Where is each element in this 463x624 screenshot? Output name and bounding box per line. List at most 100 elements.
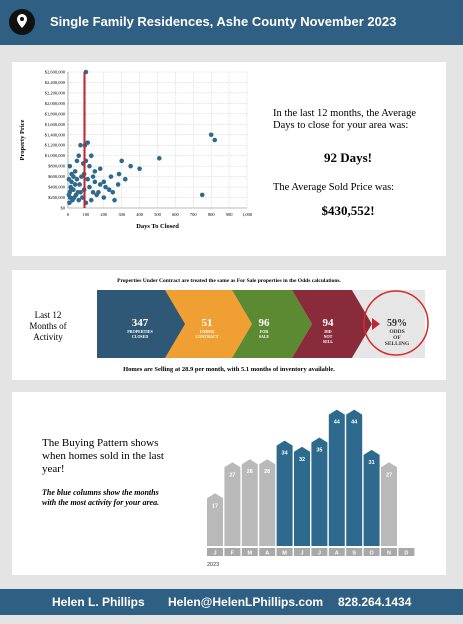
month-box [363,548,380,556]
x-tick-label: F [231,551,235,557]
point [92,179,98,185]
point [115,182,121,187]
value-label: 44 [334,420,341,426]
days: 92 Days! [323,150,373,165]
point [128,163,133,169]
bar [241,459,258,546]
point [116,171,122,177]
step-label: ODDS OF SELLING [385,329,410,347]
y-tick-label: $2,000,000 [45,101,66,107]
activity-note: Properties Under Contract are treated th… [117,278,341,284]
step-label: FOR SALE [259,329,270,339]
point [85,176,90,182]
point [208,132,214,138]
point [110,190,116,195]
bar [259,459,276,546]
step-label: PROPERTIES CLOSED [127,329,153,339]
point [74,158,80,164]
footer-name: Helen L. Phillips [52,595,145,609]
bar [294,446,310,546]
x-tick-label: 600 [172,212,180,217]
point [119,158,124,164]
bar [276,440,293,546]
y-tick-label: $0 [61,206,66,211]
price-intro: The Average Sold Price was: [273,182,395,193]
month-box [259,548,276,556]
y-tick-label: $2,200,000 [45,90,66,96]
point [112,197,117,203]
value-label: 35 [316,448,322,454]
point [90,190,96,195]
bar [381,462,397,546]
pattern-note: The blue columns show the months with th… [42,488,160,507]
x-tick-label: 1,000 [242,212,253,218]
pattern-text: The Buying Pattern shows when homes sold… [42,437,164,475]
y-tick-label: $1,200,000 [45,143,66,149]
activity-footer: Homes are Selling at 28.9 per month, wit… [123,366,335,373]
bar [207,493,223,546]
value-label: 44 [351,420,358,426]
point [67,195,73,200]
bar [346,409,363,546]
point [87,163,92,169]
point [69,171,74,177]
step-value: 59% [387,318,407,329]
y-tick-label: $1,400,000 [45,132,66,138]
point [87,184,92,190]
y-tick-label: $600,000 [48,174,66,180]
step-label: DID NOT SELL [323,329,334,344]
bar [311,437,328,546]
month-box [241,548,258,556]
point [88,153,94,158]
year-label: 2023 [207,562,219,568]
price: $430,552! [321,203,375,218]
point [77,182,82,187]
activity-label: Last 12 Months of Activity [29,310,67,342]
y-tick-label: $200,000 [48,195,66,201]
point [199,192,205,198]
point [78,142,83,148]
month-box [207,548,223,556]
y-tick-label: $2,400,000 [45,80,66,86]
bar [328,409,345,546]
x-tick-label: J [300,551,303,557]
x-tick-label: A [265,551,269,557]
value-label: 27 [386,472,392,478]
value-label: 31 [369,460,375,466]
month-box [398,548,415,556]
point [72,182,78,187]
x-tick-label: 500 [154,212,162,217]
x-tick-label: M [282,551,287,557]
value-label: 27 [229,472,235,478]
point [212,137,218,143]
y-tick-label: $1,600,000 [45,122,66,128]
point [97,166,103,172]
month-box [294,548,310,556]
point [101,195,107,200]
month-box [311,548,328,556]
point [88,197,94,203]
x-tick-label: J [318,551,321,557]
x-tick-label: 100 [83,212,91,217]
x-tick-label: 0 [67,212,70,217]
value-label: 17 [212,503,218,509]
y-tick-label: $1,000,000 [45,153,66,159]
x-tick-label: S [352,551,356,557]
step-value: 96 [259,317,271,329]
x-tick-label: 200 [100,212,108,217]
point [71,187,76,192]
point [92,169,98,174]
point [66,176,72,182]
footer-phone: 828.264.1434 [338,595,412,609]
step-label: UNDER CONTRACT [196,329,219,339]
value-label: 28 [264,469,270,475]
value-label: 28 [247,469,253,475]
point [156,156,162,161]
x-tick-label: J [213,551,216,557]
y-tick-label: $1,800,000 [45,111,66,117]
highlight-circle [363,290,429,356]
arrow-tip [372,318,380,330]
x-tick-label: A [335,551,339,557]
